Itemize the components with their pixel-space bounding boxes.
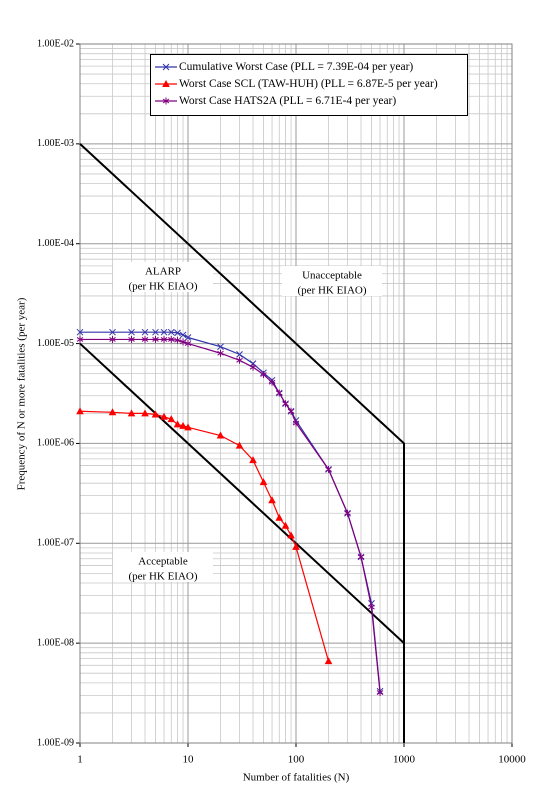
marker xyxy=(160,335,168,343)
marker xyxy=(235,441,244,449)
marker xyxy=(152,335,159,343)
annotation: ALARP xyxy=(145,266,181,278)
marker xyxy=(152,328,159,336)
x-axis-title: Number of fatalities (N) xyxy=(243,772,350,784)
legend-swatch xyxy=(155,80,177,87)
y-tick-label: 1.00E-05 xyxy=(37,338,74,349)
annotation: Acceptable xyxy=(138,556,188,568)
marker xyxy=(109,328,116,336)
marker xyxy=(162,97,170,105)
marker xyxy=(281,521,290,529)
marker xyxy=(128,328,135,336)
marker xyxy=(167,335,175,343)
marker xyxy=(151,410,160,418)
y-axis-title: Frequency of N or more fatalities (per y… xyxy=(16,297,28,490)
marker xyxy=(344,509,351,517)
marker xyxy=(236,350,243,358)
marker xyxy=(268,496,276,504)
marker xyxy=(108,408,117,416)
annotation-box xyxy=(113,262,213,292)
marker xyxy=(275,513,284,521)
annotation-box xyxy=(282,266,382,296)
marker xyxy=(249,363,257,371)
legend-label: Worst Case SCL (TAW-HUH) (PLL = 6.87E-5 … xyxy=(179,78,438,90)
plot-frame xyxy=(79,43,513,744)
legend-swatch xyxy=(155,63,177,71)
annotation-box xyxy=(113,552,213,582)
x-tick-label: 100 xyxy=(288,754,305,766)
marker xyxy=(249,456,257,464)
legend: Cumulative Worst Case (PLL = 7.39E-04 pe… xyxy=(150,54,468,116)
annotation: (per HK EIAO) xyxy=(128,571,197,583)
marker xyxy=(376,689,384,697)
marker xyxy=(184,334,192,341)
annotation: (per HK EIAO) xyxy=(297,285,366,297)
series-line xyxy=(80,338,381,693)
marker xyxy=(162,63,170,71)
marker xyxy=(287,407,295,415)
y-tick-label: 1.00E-03 xyxy=(37,138,74,149)
marker xyxy=(282,400,289,408)
marker xyxy=(109,335,116,343)
marker xyxy=(167,328,175,336)
marker xyxy=(325,465,332,473)
marker xyxy=(179,338,187,346)
y-tick-label: 1.00E-08 xyxy=(37,637,74,648)
y-tick-label: 1.00E-09 xyxy=(37,737,74,748)
marker xyxy=(184,340,192,348)
x-tick-label: 1000 xyxy=(393,754,416,766)
legend-entry: Worst Case HATS2A (PLL = 6.71E-4 per yea… xyxy=(153,94,463,108)
marker xyxy=(179,331,187,339)
marker xyxy=(292,542,300,550)
marker xyxy=(141,335,149,343)
marker xyxy=(259,478,268,486)
legend-entry: Worst Case SCL (TAW-HUH) (PLL = 6.87E-5 … xyxy=(153,77,463,91)
marker xyxy=(292,419,300,427)
marker xyxy=(127,409,136,417)
marker xyxy=(174,329,181,337)
y-tick-label: 1.00E-04 xyxy=(37,238,74,249)
marker xyxy=(160,328,168,336)
annotation: (per HK EIAO) xyxy=(128,281,197,293)
marker xyxy=(260,371,267,379)
y-tick-label: 1.00E-02 xyxy=(37,38,74,49)
marker xyxy=(167,415,176,423)
marker xyxy=(368,603,375,611)
y-tick-label: 1.00E-07 xyxy=(37,538,74,549)
marker xyxy=(173,420,182,428)
y-tick-label: 1.00E-06 xyxy=(37,438,74,449)
marker xyxy=(76,335,84,343)
marker xyxy=(160,412,168,420)
marker xyxy=(76,328,84,336)
marker xyxy=(141,409,149,417)
marker xyxy=(217,343,224,351)
legend-swatch xyxy=(155,97,177,105)
legend-label: Worst Case HATS2A (PLL = 6.71E-4 per yea… xyxy=(179,95,397,107)
marker xyxy=(324,657,333,665)
marker xyxy=(216,431,225,439)
marker xyxy=(141,328,149,336)
marker xyxy=(357,553,365,561)
annotation: Unacceptable xyxy=(302,270,362,282)
x-tick-label: 1 xyxy=(77,754,83,766)
marker xyxy=(184,423,192,431)
marker xyxy=(287,531,295,539)
marker xyxy=(174,336,181,344)
x-tick-label: 10000 xyxy=(498,754,526,766)
marker xyxy=(236,356,243,364)
legend-entry: Cumulative Worst Case (PLL = 7.39E-04 pe… xyxy=(153,60,463,74)
criterion-line xyxy=(79,342,405,644)
x-tick-label: 10 xyxy=(183,754,195,766)
marker xyxy=(179,421,187,429)
marker xyxy=(162,80,170,87)
marker xyxy=(217,349,224,357)
marker xyxy=(268,378,276,386)
legend-label: Cumulative Worst Case (PLL = 7.39E-04 pe… xyxy=(179,61,414,73)
criterion-line xyxy=(79,143,405,743)
marker xyxy=(275,389,283,397)
marker xyxy=(128,335,135,343)
marker xyxy=(76,407,84,415)
